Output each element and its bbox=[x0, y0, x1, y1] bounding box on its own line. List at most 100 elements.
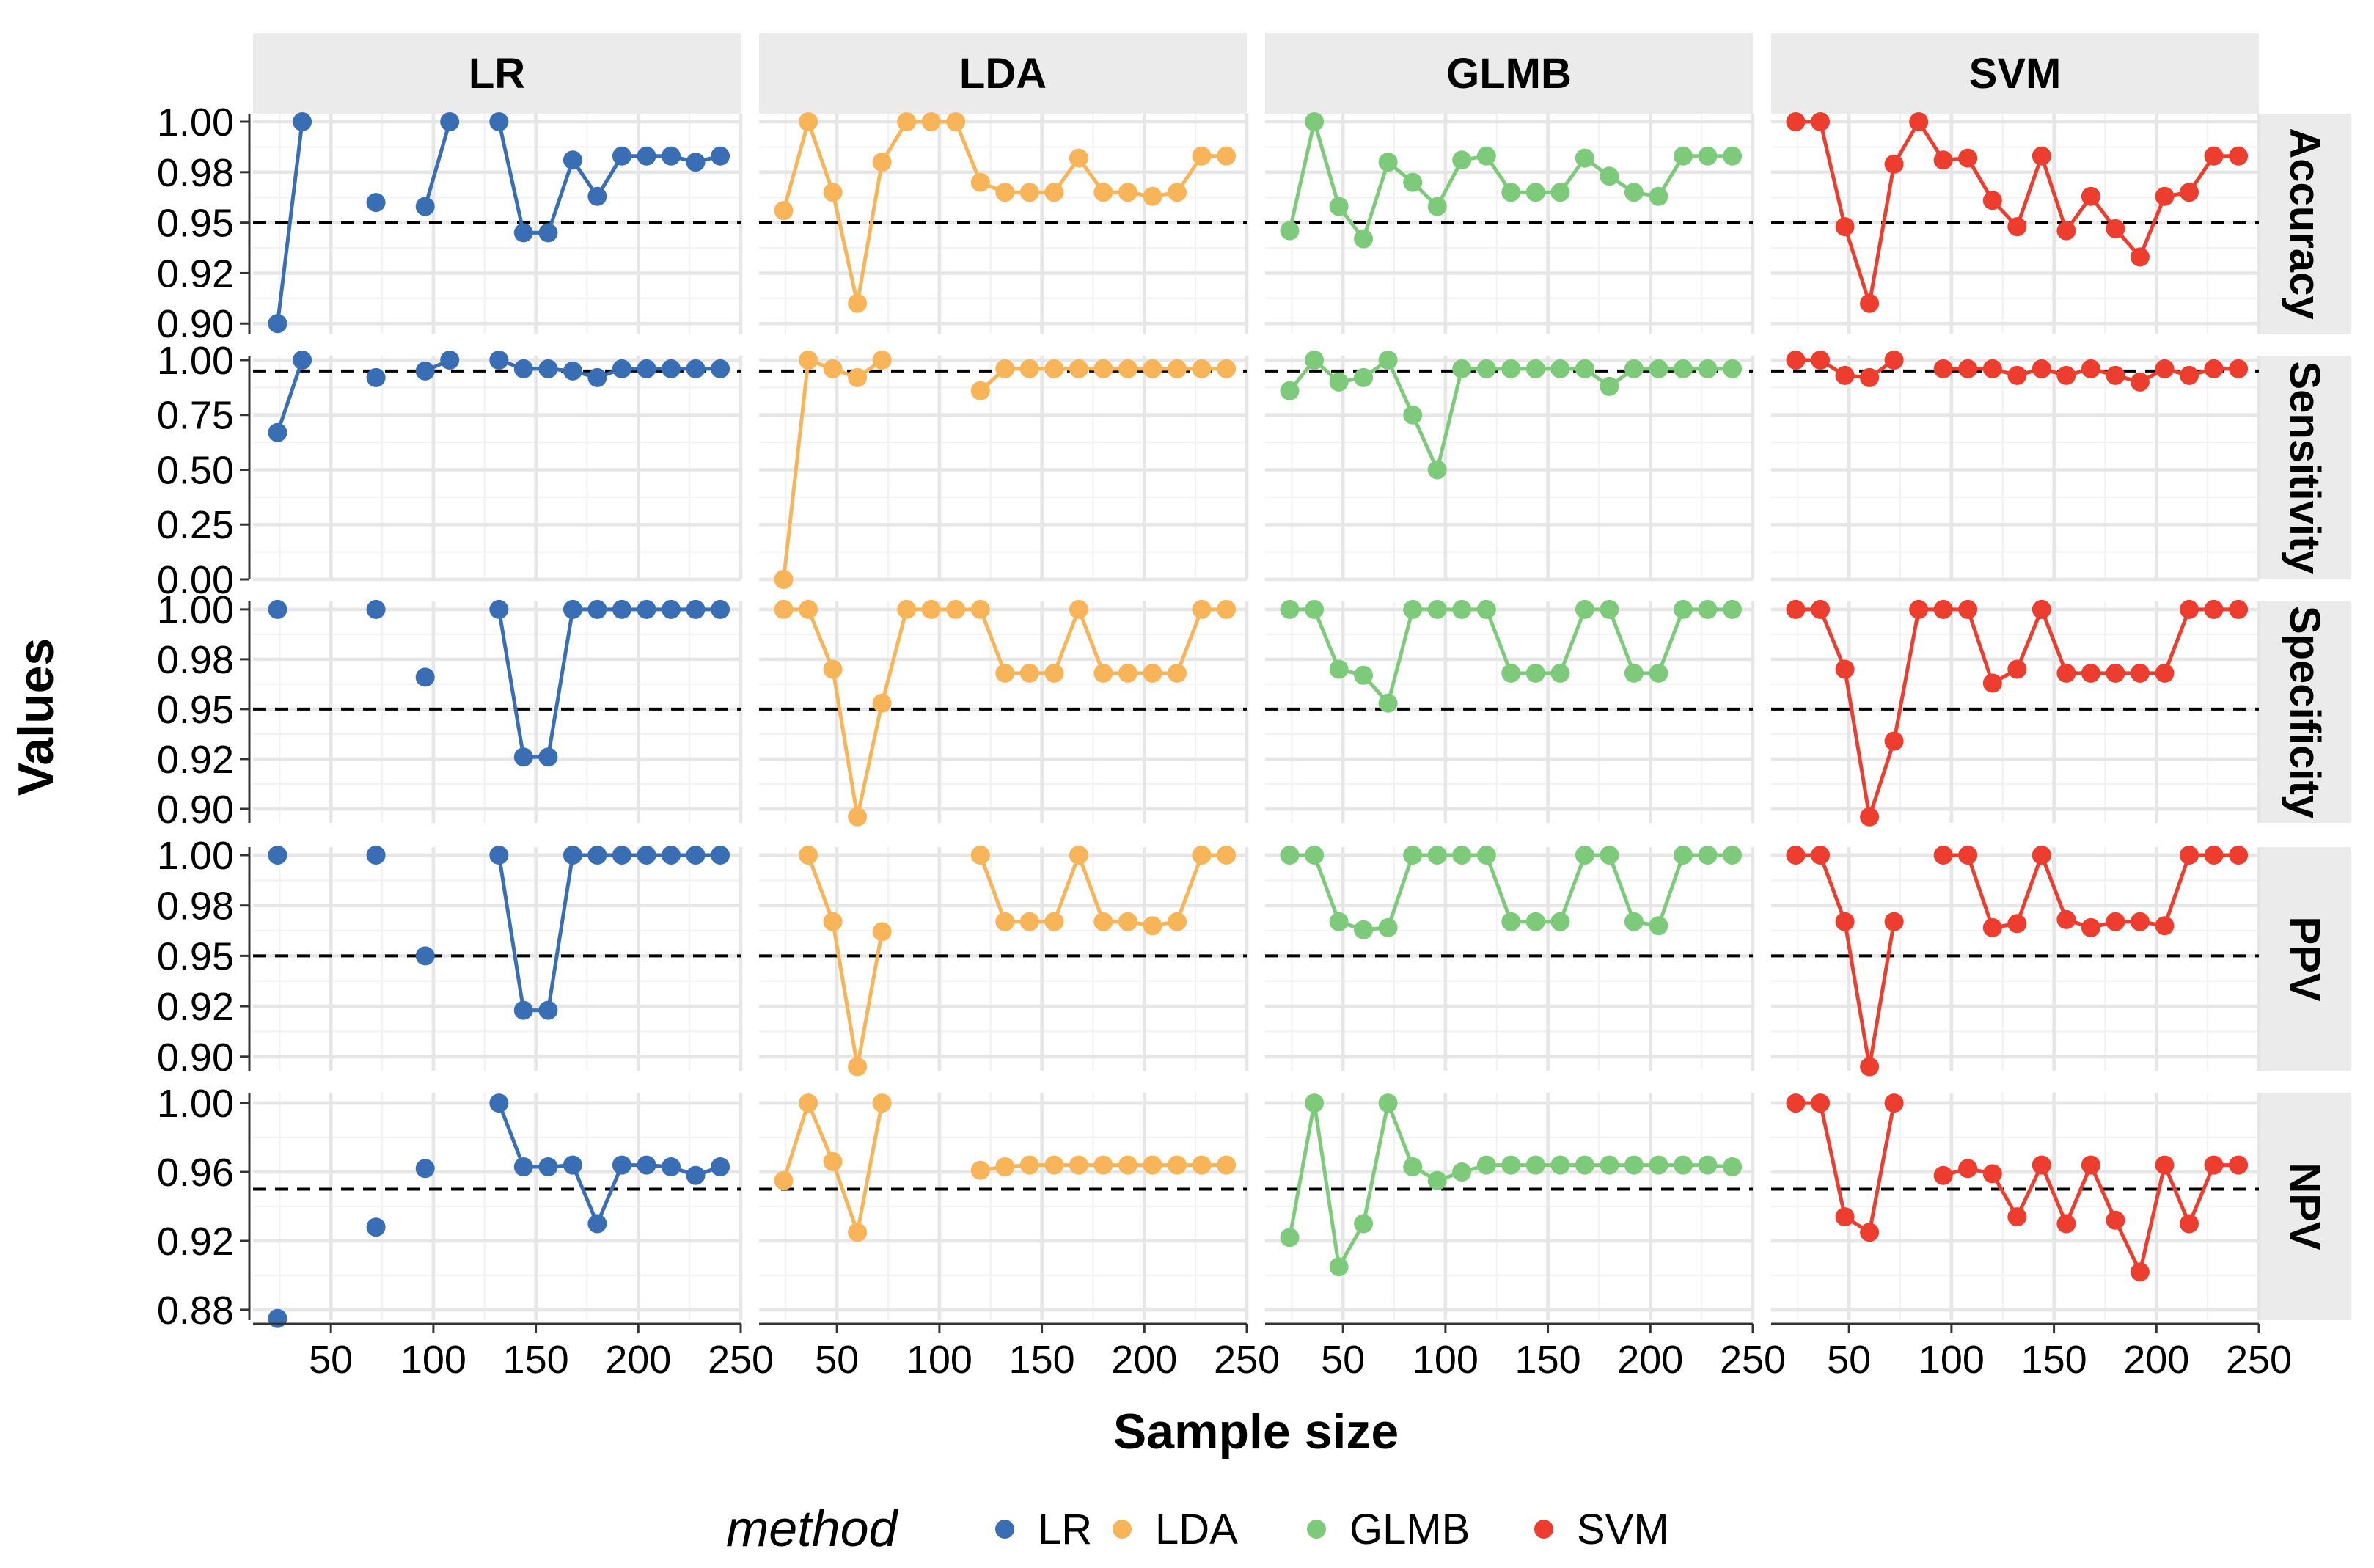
x-axes: 50 100 150 200 250 50 100 150 200 250 50 100 150 200 2… bbox=[253, 1322, 2292, 1382]
point-lr bbox=[587, 186, 607, 206]
point-glmb bbox=[1305, 846, 1325, 865]
panel-glmb-accuracy bbox=[1265, 112, 1755, 334]
point-glmb bbox=[1378, 1093, 1398, 1113]
point-lda bbox=[1044, 663, 1064, 683]
panel-svm-sensitivity bbox=[1771, 351, 2261, 582]
point-lr bbox=[538, 359, 558, 378]
point-lda bbox=[921, 599, 941, 619]
point-glmb bbox=[1550, 912, 1570, 931]
point-glmb bbox=[1280, 599, 1300, 619]
point-svm bbox=[1884, 1093, 1904, 1113]
point-glmb bbox=[1305, 599, 1325, 619]
y-tick-label: 0.50 bbox=[157, 448, 234, 492]
point-lda bbox=[1192, 599, 1212, 619]
point-lda bbox=[1069, 599, 1088, 619]
y-tick-label: 0.75 bbox=[157, 394, 234, 438]
point-lr bbox=[711, 846, 730, 865]
point-glmb bbox=[1525, 183, 1545, 202]
point-glmb bbox=[1305, 351, 1325, 370]
point-lda bbox=[872, 693, 892, 713]
point-lda bbox=[1217, 359, 1237, 378]
point-lda bbox=[995, 183, 1015, 202]
x-tick-label: 150 bbox=[1515, 1338, 1581, 1382]
point-lr bbox=[538, 1000, 558, 1020]
point-svm bbox=[1933, 359, 1953, 378]
point-lda bbox=[823, 659, 843, 679]
point-glmb bbox=[1452, 1162, 1472, 1182]
point-lda bbox=[1168, 912, 1187, 931]
point-glmb bbox=[1723, 359, 1743, 378]
point-svm bbox=[1811, 351, 1831, 370]
legend: method LR LDA GLMB SVM bbox=[726, 1500, 1669, 1557]
point-svm bbox=[2056, 365, 2076, 385]
y-tick-label: 0.96 bbox=[157, 1151, 234, 1195]
point-lda bbox=[1143, 663, 1162, 683]
point-lda bbox=[1019, 912, 1039, 931]
point-lr bbox=[513, 359, 533, 378]
point-svm bbox=[2180, 599, 2199, 619]
point-glmb bbox=[1624, 183, 1644, 202]
point-svm bbox=[1811, 112, 1831, 131]
point-lda bbox=[1044, 359, 1064, 378]
point-svm bbox=[2056, 221, 2076, 241]
point-glmb bbox=[1575, 1155, 1594, 1175]
row-strip-label-specificity: Specificity bbox=[2281, 606, 2329, 818]
point-svm bbox=[2180, 846, 2199, 865]
point-glmb bbox=[1427, 197, 1447, 216]
point-lr bbox=[662, 146, 681, 166]
point-svm bbox=[1909, 112, 1929, 131]
point-lda bbox=[774, 201, 794, 221]
point-lda bbox=[799, 1093, 818, 1113]
row-strip-ppv bbox=[2259, 847, 2351, 1071]
point-glmb bbox=[1525, 912, 1545, 931]
point-glmb bbox=[1305, 112, 1325, 131]
point-glmb bbox=[1354, 920, 1374, 939]
point-svm bbox=[2032, 146, 2051, 166]
point-lr bbox=[612, 1155, 631, 1175]
column-strips: LR LDA GLMB SVM bbox=[253, 33, 2259, 114]
y-tick-label: 1.00 bbox=[157, 1082, 234, 1126]
point-glmb bbox=[1600, 376, 1619, 396]
point-glmb bbox=[1329, 912, 1349, 931]
point-svm bbox=[2155, 663, 2175, 683]
y-tick-label: 0.98 bbox=[157, 638, 234, 682]
point-lda bbox=[848, 807, 868, 827]
x-tick-label: 50 bbox=[1321, 1338, 1365, 1382]
point-svm bbox=[2106, 219, 2125, 238]
point-lr bbox=[366, 367, 386, 387]
point-svm bbox=[2130, 912, 2150, 931]
point-lr bbox=[513, 747, 533, 767]
point-svm bbox=[2081, 917, 2100, 937]
point-lda bbox=[848, 1057, 868, 1077]
point-lda bbox=[897, 112, 917, 131]
point-svm bbox=[2106, 365, 2125, 385]
point-glmb bbox=[1575, 599, 1594, 619]
point-lr bbox=[612, 599, 631, 619]
panel-glmb-specificity bbox=[1265, 599, 1755, 823]
point-svm bbox=[2155, 1155, 2175, 1175]
series-line-lr bbox=[276, 121, 304, 324]
series-line-lr bbox=[276, 359, 304, 433]
point-lda bbox=[872, 153, 892, 172]
point-svm bbox=[1933, 599, 1953, 619]
point-lr bbox=[637, 359, 656, 378]
point-lda bbox=[995, 359, 1015, 378]
panel-svm-specificity bbox=[1771, 599, 2261, 827]
point-lda bbox=[1093, 663, 1113, 683]
point-svm bbox=[2229, 846, 2249, 865]
point-lda bbox=[1019, 183, 1039, 202]
point-lda bbox=[1093, 912, 1113, 931]
point-lr bbox=[415, 1159, 435, 1179]
point-glmb bbox=[1476, 599, 1496, 619]
x-tick-label: 150 bbox=[503, 1338, 569, 1382]
x-tick-label: 200 bbox=[1617, 1338, 1683, 1382]
y-tick-label: 1.00 bbox=[157, 588, 234, 632]
point-glmb bbox=[1674, 846, 1693, 865]
row-strip-label-ppv: PPV bbox=[2281, 916, 2329, 1001]
panel-background bbox=[1771, 356, 2259, 579]
point-glmb bbox=[1674, 359, 1693, 378]
point-lda bbox=[946, 599, 966, 619]
point-lr bbox=[612, 359, 631, 378]
point-lda bbox=[872, 922, 892, 942]
